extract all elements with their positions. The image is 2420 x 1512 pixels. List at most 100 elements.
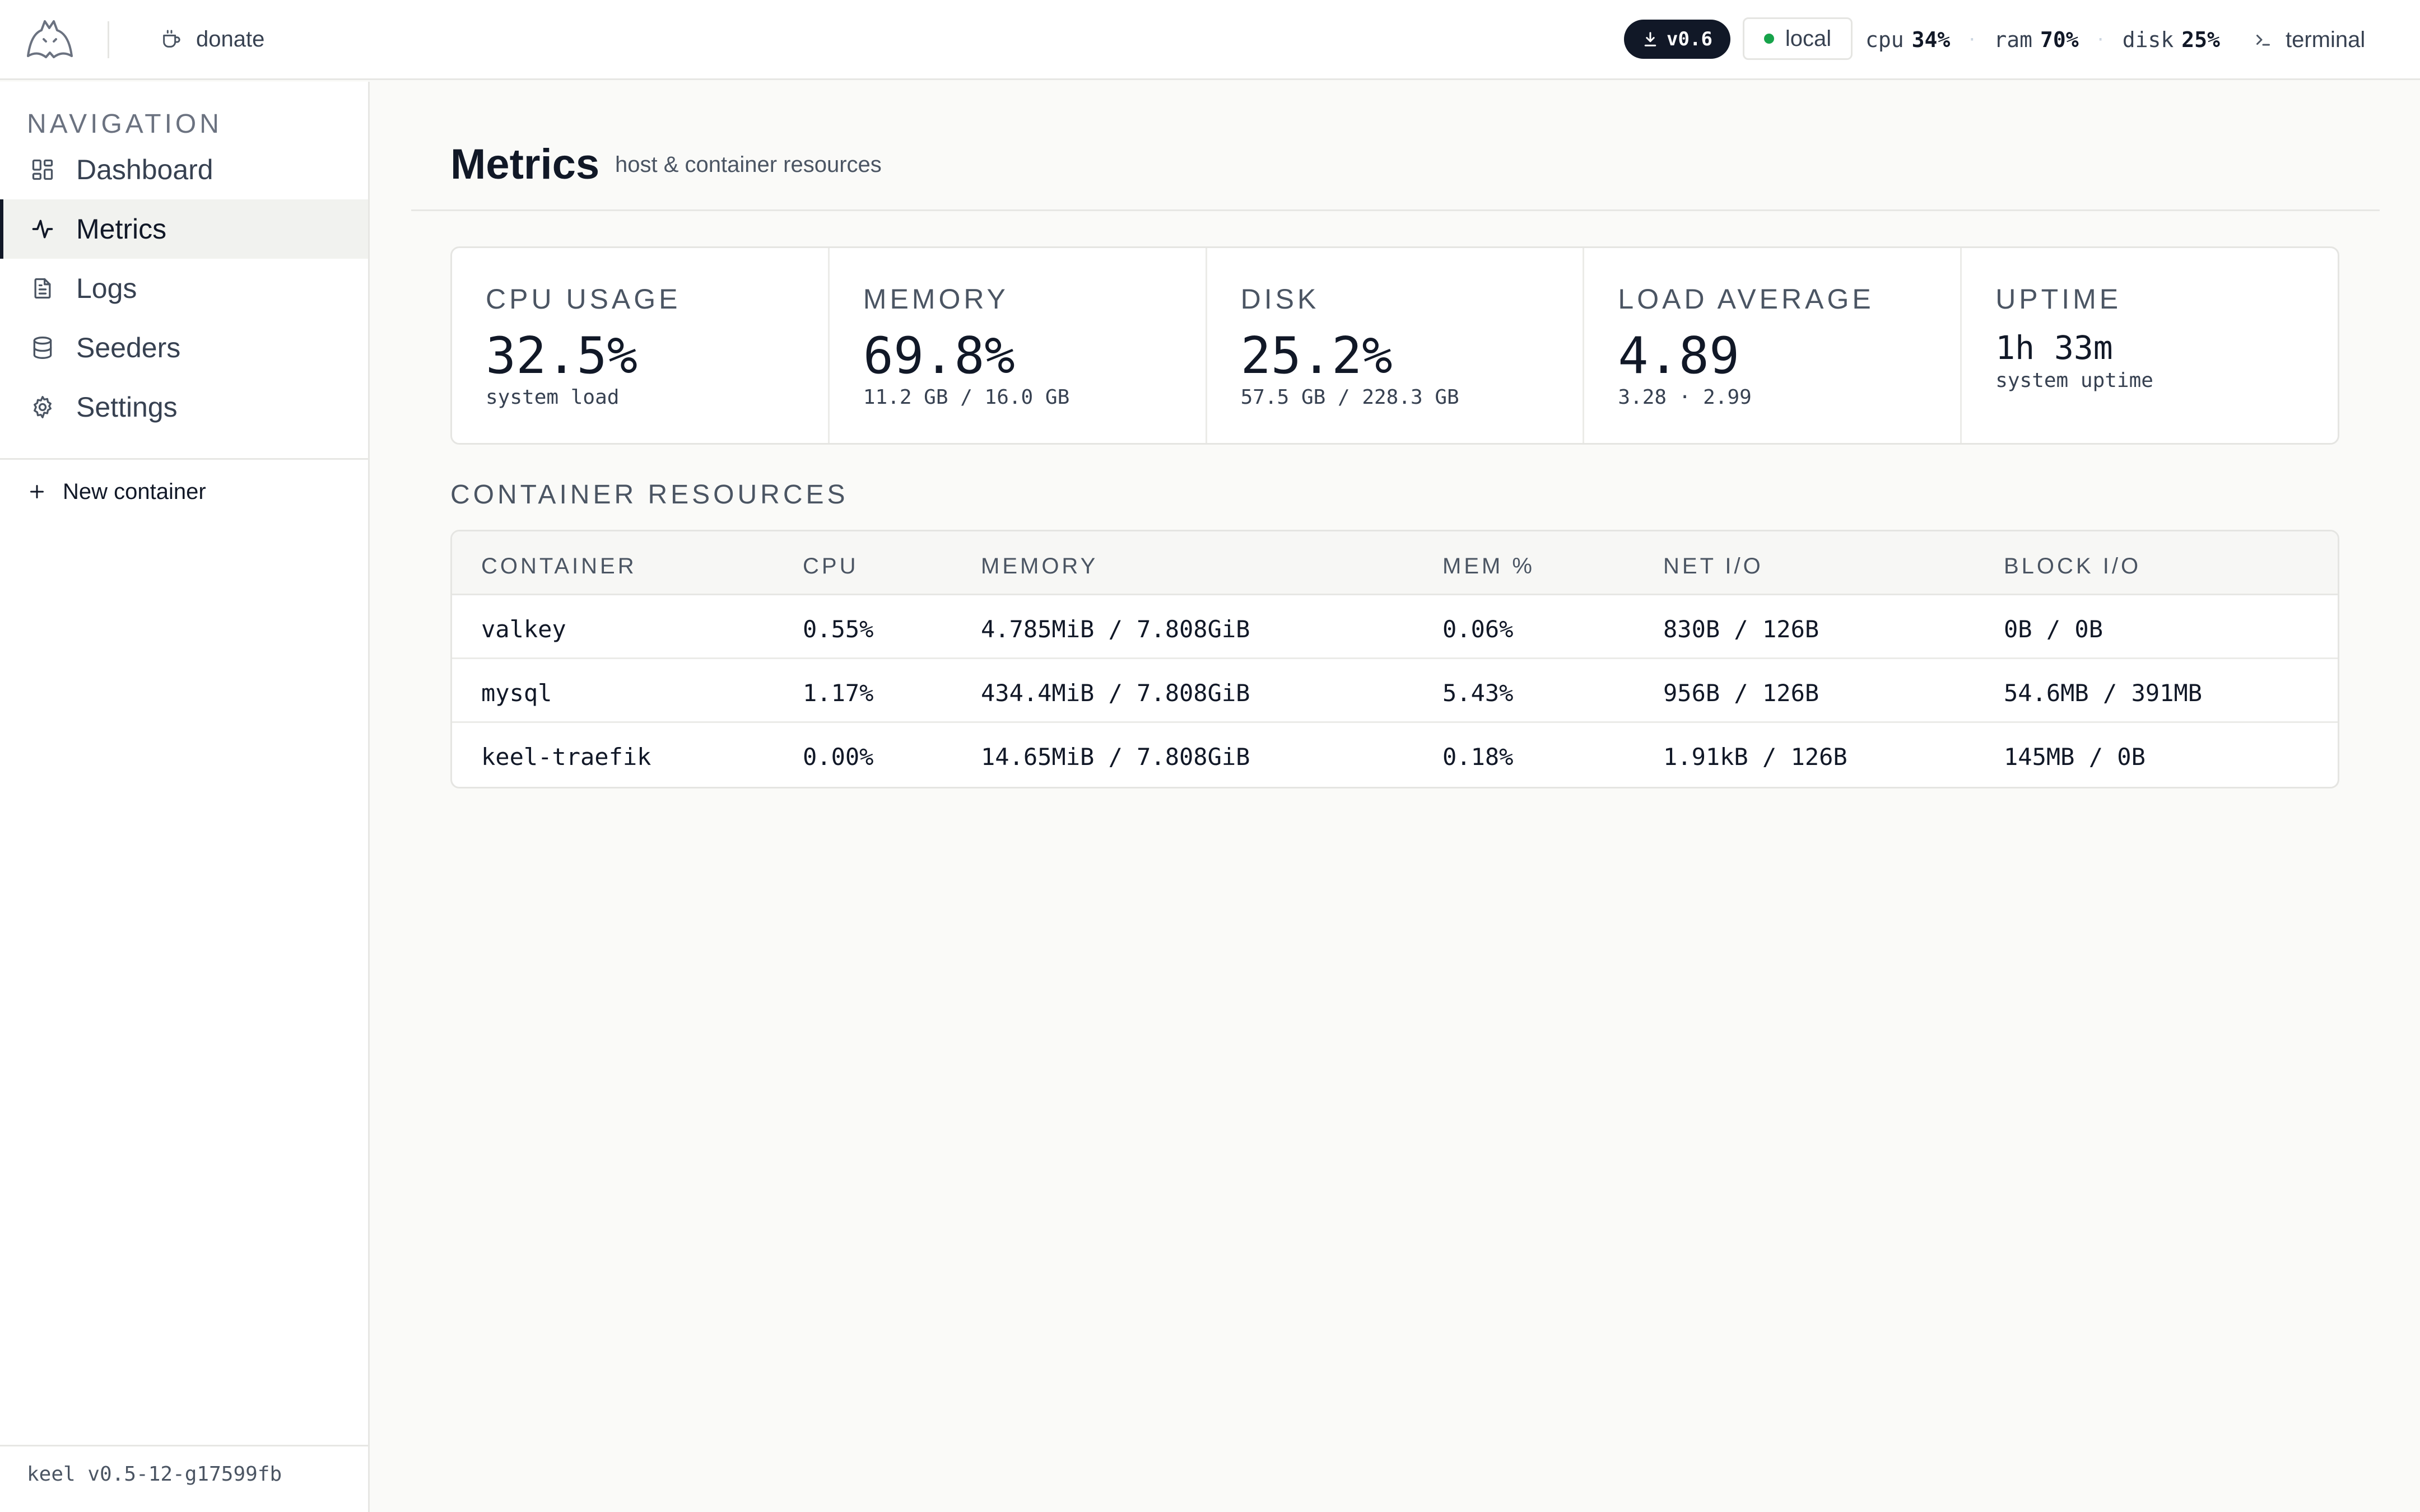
cell-cpu: 0.00%: [803, 743, 874, 771]
cell-block-io: 145MB / 0B: [2004, 743, 2146, 771]
page-title: Metrics: [450, 141, 600, 188]
page-subtitle: host & container resources: [615, 152, 882, 177]
cell-container: valkey: [481, 615, 566, 643]
cell-block-io: 54.6MB / 391MB: [2004, 679, 2203, 707]
stat-cpu-value: 34%: [1911, 27, 1951, 52]
sidebar-item-seeders[interactable]: Seeders: [0, 318, 368, 377]
sidebar-item-label: Logs: [76, 273, 137, 304]
activity-icon: [32, 220, 53, 239]
sidebar-item-label: Settings: [76, 391, 178, 423]
cell-block-io: 0B / 0B: [2004, 615, 2103, 643]
cell-cpu: 1.17%: [803, 679, 874, 707]
column-header: CPU: [803, 554, 859, 578]
metric-card-label: CPU USAGE: [486, 283, 681, 315]
column-header: BLOCK I/O: [2004, 554, 2142, 578]
table-row: keel-traefik 0.00% 14.65MiB / 7.808GiB 0…: [452, 723, 2338, 787]
plus-icon: [30, 485, 44, 498]
sidebar-item-metrics[interactable]: Metrics: [0, 199, 368, 259]
metric-card-value: 25.2%: [1240, 326, 1393, 385]
stat-ram-label: ram: [1994, 27, 2032, 52]
stat-separator: ·: [1967, 30, 1977, 50]
metric-card-label: DISK: [1240, 283, 1320, 315]
cell-mem-percent: 0.18%: [1442, 743, 1514, 771]
metric-card-disk: DISK 25.2% 57.5 GB / 228.3 GB: [1207, 248, 1585, 443]
metric-card-cpu: CPU USAGE 32.5% system load: [452, 248, 830, 443]
metric-card-value: 4.89: [1618, 326, 1740, 385]
host-stats: cpu 34% · ram 70% · disk 25%: [1865, 22, 2220, 57]
cell-net-io: 830B / 126B: [1663, 615, 1819, 643]
column-header: NET I/O: [1663, 554, 1763, 578]
top-divider: [108, 21, 109, 58]
section-title: CONTAINER RESOURCES: [450, 480, 849, 510]
cell-container: mysql: [481, 679, 552, 707]
metric-cards: CPU USAGE 32.5% system load MEMORY 69.8%…: [450, 246, 2339, 445]
metric-card-load: LOAD AVERAGE 4.89 3.28 · 2.99: [1584, 248, 1962, 443]
sidebar-item-label: Seeders: [76, 332, 181, 363]
terminal-button[interactable]: terminal: [2253, 22, 2365, 57]
terminal-icon: [2256, 35, 2270, 46]
env-label: local: [1785, 26, 1832, 51]
table-row: valkey 0.55% 4.785MiB / 7.808GiB 0.06% 8…: [452, 595, 2338, 659]
database-icon: [33, 337, 52, 359]
stat-separator: ·: [2095, 30, 2106, 50]
metric-card-sub: system uptime: [1995, 369, 2153, 392]
dashboard-icon: [32, 159, 53, 180]
cell-memory: 434.4MiB / 7.808GiB: [981, 679, 1250, 707]
header-divider: [411, 209, 2380, 211]
cell-net-io: 1.91kB / 126B: [1663, 743, 1847, 771]
metric-card-value: 1h 33m: [1995, 329, 2113, 367]
terminal-label: terminal: [2286, 27, 2366, 52]
donate-label: donate: [196, 26, 265, 52]
cell-cpu: 0.55%: [803, 615, 874, 643]
stat-disk-label: disk: [2122, 27, 2174, 52]
stat-disk-value: 25%: [2181, 27, 2220, 52]
coffee-cup-icon: [163, 30, 180, 48]
metric-card-label: LOAD AVERAGE: [1618, 283, 1874, 315]
version-update-button[interactable]: v0.6: [1624, 20, 1730, 59]
metric-card-label: UPTIME: [1995, 283, 2122, 315]
sidebar: NAVIGATION Dashboard Metrics Logs Seeder…: [0, 82, 370, 1512]
keel-logo-icon[interactable]: [25, 17, 75, 62]
metric-card-sub: 57.5 GB / 228.3 GB: [1240, 386, 1459, 409]
new-container-label: New container: [63, 479, 206, 504]
new-container-button[interactable]: New container: [27, 472, 206, 512]
column-header: MEMORY: [981, 554, 1099, 578]
metric-card-sub: 3.28 · 2.99: [1618, 386, 1752, 409]
column-header: MEM %: [1442, 554, 1535, 578]
build-version: keel v0.5-12-g17599fb: [27, 1463, 282, 1486]
sidebar-divider: [0, 458, 368, 460]
metric-card-sub: 11.2 GB / 16.0 GB: [863, 386, 1070, 409]
cell-memory: 14.65MiB / 7.808GiB: [981, 743, 1250, 771]
cell-container: keel-traefik: [481, 743, 651, 771]
sidebar-item-settings[interactable]: Settings: [0, 377, 368, 437]
metric-card-memory: MEMORY 69.8% 11.2 GB / 16.0 GB: [830, 248, 1207, 443]
metric-card-sub: system load: [486, 386, 620, 409]
env-status-dot: [1763, 34, 1774, 44]
sidebar-item-dashboard[interactable]: Dashboard: [0, 140, 368, 199]
column-header: CONTAINER: [481, 554, 637, 578]
version-label: v0.6: [1667, 28, 1712, 50]
sidebar-item-logs[interactable]: Logs: [0, 259, 368, 318]
metric-card-label: MEMORY: [863, 283, 1009, 315]
cell-net-io: 956B / 126B: [1663, 679, 1819, 707]
cell-mem-percent: 5.43%: [1442, 679, 1514, 707]
table-header: CONTAINER CPU MEMORY MEM % NET I/O BLOCK…: [452, 531, 2338, 595]
gear-icon: [34, 396, 52, 418]
cell-memory: 4.785MiB / 7.808GiB: [981, 615, 1250, 643]
container-resources-table: CONTAINER CPU MEMORY MEM % NET I/O BLOCK…: [450, 530, 2339, 788]
sidebar-footer-divider: [0, 1445, 368, 1446]
top-bar: donate v0.6 local cpu 34% · ram 70% · di…: [0, 0, 2420, 80]
stat-ram-value: 70%: [2040, 27, 2079, 52]
environment-selector[interactable]: local: [1743, 17, 1853, 60]
sidebar-item-label: Dashboard: [76, 154, 213, 185]
metric-card-value: 32.5%: [486, 326, 637, 385]
download-icon: [1644, 32, 1656, 46]
nav-heading: NAVIGATION: [27, 109, 222, 139]
metric-card-uptime: UPTIME 1h 33m system uptime: [1962, 248, 2338, 443]
stat-cpu-label: cpu: [1865, 27, 1904, 52]
metric-card-value: 69.8%: [863, 326, 1015, 385]
file-text-icon: [34, 278, 51, 299]
cell-mem-percent: 0.06%: [1442, 615, 1514, 643]
table-row: mysql 1.17% 434.4MiB / 7.808GiB 5.43% 95…: [452, 659, 2338, 723]
donate-link[interactable]: donate: [160, 25, 264, 54]
